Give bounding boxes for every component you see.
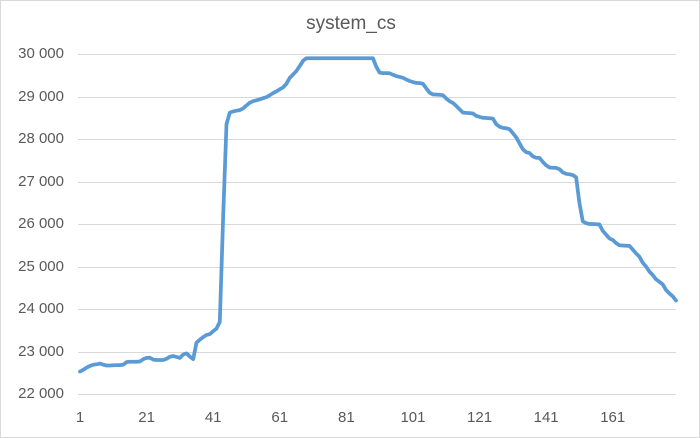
y-axis-tick-label: 22 000 (18, 385, 64, 402)
y-axis-tick-label: 28 000 (18, 130, 64, 147)
y-axis-tick-label: 24 000 (18, 300, 64, 317)
x-axis-tick-label: 1 (75, 409, 85, 426)
y-axis-tick-label: 25 000 (18, 257, 64, 275)
x-axis-tick-label: 41 (204, 409, 222, 426)
x-axis-tick-label: 141 (533, 409, 559, 426)
x-axis-tick-label: 121 (467, 409, 493, 426)
chart-title: system_cs (306, 13, 396, 34)
y-axis-tick-label: 26 000 (18, 215, 64, 232)
x-axis-tick-label: 61 (271, 409, 289, 426)
y-axis-tick-label: 30 000 (18, 45, 64, 62)
series-line (78, 56, 678, 374)
y-axis-tick-label: 29 000 (18, 87, 64, 105)
x-axis-tick-label: 101 (400, 409, 426, 426)
x-axis-tick-label: 21 (138, 409, 155, 426)
y-axis-tick-label: 23 000 (18, 342, 64, 360)
x-axis-tick-label: 161 (600, 409, 626, 426)
y-axis-tick-label: 27 000 (18, 172, 64, 190)
x-axis-tick-label: 81 (338, 409, 355, 426)
